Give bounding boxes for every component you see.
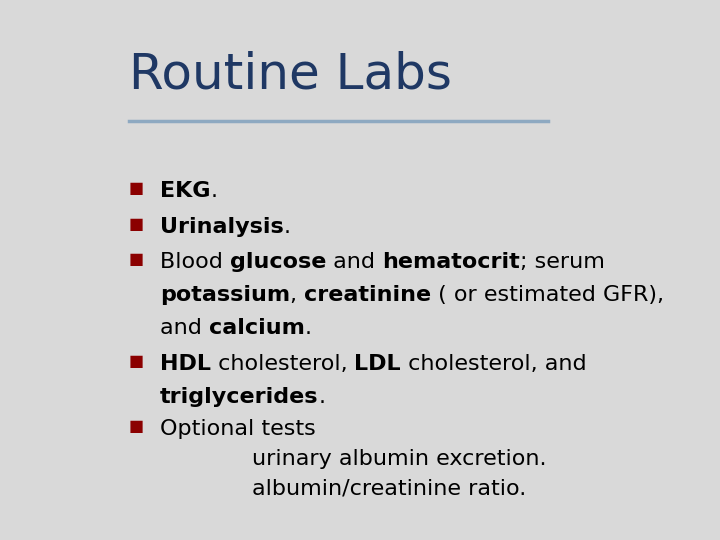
- Text: ■: ■: [129, 181, 144, 196]
- Text: Optional tests: Optional tests: [160, 419, 315, 439]
- Text: hematocrit: hematocrit: [382, 252, 520, 272]
- Text: and: and: [160, 319, 209, 339]
- Text: ■: ■: [129, 252, 144, 267]
- Text: triglycerides: triglycerides: [160, 387, 318, 407]
- Text: HDL: HDL: [160, 354, 211, 374]
- Text: albumin/creatinine ratio.: albumin/creatinine ratio.: [252, 478, 526, 498]
- Text: glucose: glucose: [230, 252, 326, 272]
- Text: .: .: [284, 217, 290, 237]
- Text: Blood: Blood: [160, 252, 230, 272]
- Text: .: .: [318, 387, 325, 407]
- Text: urinary albumin excretion.: urinary albumin excretion.: [252, 449, 546, 469]
- Text: .: .: [305, 319, 312, 339]
- Text: Routine Labs: Routine Labs: [129, 50, 452, 98]
- Text: ,: ,: [290, 285, 304, 305]
- Text: ■: ■: [129, 217, 144, 232]
- Text: cholesterol, and: cholesterol, and: [401, 354, 587, 374]
- Text: EKG: EKG: [160, 181, 210, 201]
- Text: creatinine: creatinine: [304, 285, 431, 305]
- Text: .: .: [210, 181, 217, 201]
- Text: cholesterol,: cholesterol,: [211, 354, 354, 374]
- Text: ■: ■: [129, 419, 144, 434]
- Text: calcium: calcium: [209, 319, 305, 339]
- Text: LDL: LDL: [354, 354, 401, 374]
- Text: Urinalysis: Urinalysis: [160, 217, 284, 237]
- Text: potassium: potassium: [160, 285, 290, 305]
- Text: and: and: [326, 252, 382, 272]
- Text: ; serum: ; serum: [520, 252, 605, 272]
- Text: ( or estimated GFR),: ( or estimated GFR),: [431, 285, 664, 305]
- Text: ■: ■: [129, 354, 144, 369]
